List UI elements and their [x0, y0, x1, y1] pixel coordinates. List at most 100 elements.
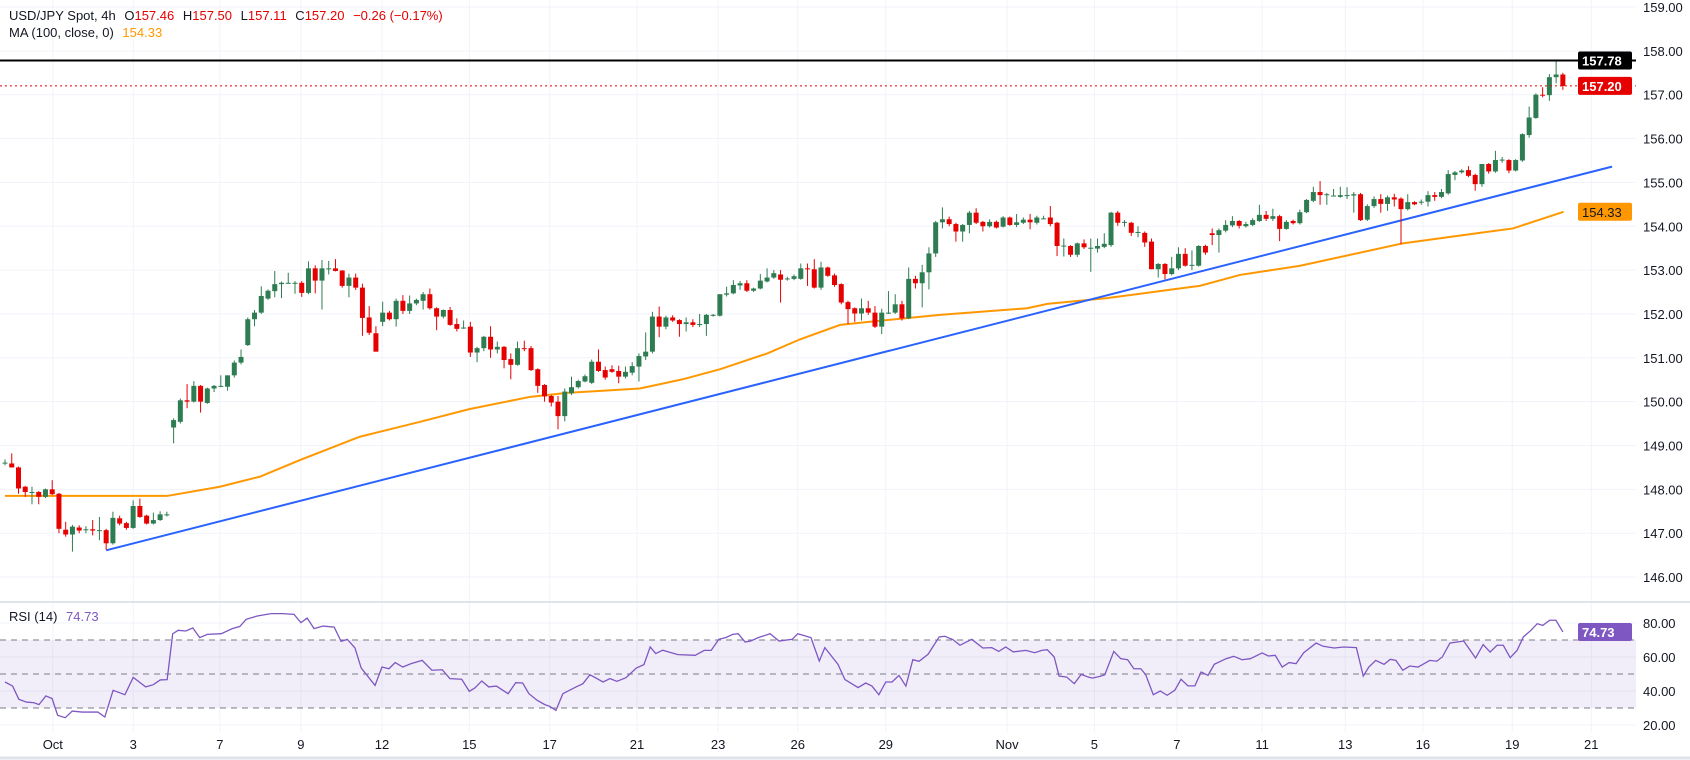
candle-down: [386, 310, 392, 321]
candle-body: [683, 322, 689, 325]
candle-body: [548, 395, 554, 403]
candle-body: [946, 219, 952, 225]
candle-body: [953, 224, 959, 232]
candle-body: [1398, 198, 1404, 210]
candle-body: [164, 514, 170, 516]
candle-body: [1465, 170, 1471, 176]
low-label: L: [240, 8, 248, 23]
candle-body: [326, 268, 332, 270]
candle-down: [602, 366, 608, 380]
time-tick-label: 5: [1091, 737, 1098, 752]
candle-body: [1492, 160, 1498, 172]
candle-up: [245, 317, 251, 346]
candle-down: [501, 345, 507, 369]
candle-down: [535, 368, 541, 393]
candle-up: [636, 353, 642, 382]
candle-body: [494, 346, 500, 350]
candle-up: [1229, 216, 1235, 228]
candle-up: [130, 500, 136, 529]
rsi-legend: RSI (14) 74.73: [9, 609, 104, 625]
candle-up: [1189, 250, 1195, 271]
candle-up: [1459, 169, 1465, 174]
candle-body: [845, 302, 851, 310]
candle-down: [137, 498, 143, 518]
candle-body: [602, 370, 608, 378]
candle-up: [150, 512, 156, 525]
close-value: 157.20: [304, 8, 345, 23]
candle-down: [973, 208, 979, 225]
rsi-tick-label: 80.00: [1643, 616, 1676, 631]
candle-body: [137, 506, 143, 517]
candle-body: [771, 273, 777, 278]
candle-body: [198, 385, 204, 402]
candle-up: [515, 341, 521, 366]
ma-price-tag-bg: [1578, 202, 1632, 221]
overlays: [5, 165, 1613, 552]
candle-down: [1358, 192, 1364, 221]
candle-body: [359, 287, 365, 318]
candle-body: [616, 370, 622, 377]
resistance-price-tag-bg: [1578, 51, 1632, 70]
candle-up: [461, 320, 467, 329]
candle-down: [1142, 231, 1148, 247]
candle-body: [1371, 199, 1377, 207]
candle-up: [966, 210, 972, 234]
candle-down: [912, 275, 918, 289]
candle-down: [15, 466, 21, 494]
candle-down: [1115, 210, 1121, 226]
candle-up: [494, 341, 500, 354]
candle-up: [285, 272, 291, 284]
candle-body: [1358, 194, 1364, 221]
candle-body: [1081, 243, 1087, 248]
candle-up: [582, 374, 588, 383]
candle-body: [461, 327, 467, 329]
candle-body: [332, 268, 338, 271]
candle-up: [258, 286, 264, 314]
rsi-label[interactable]: RSI (14): [9, 609, 58, 624]
candle-body: [1020, 219, 1026, 223]
candle-down: [9, 453, 15, 468]
candle-body: [1277, 216, 1283, 229]
ma-label[interactable]: MA (100, close, 0): [9, 25, 114, 40]
candle-down: [1007, 216, 1013, 226]
candle-body: [1499, 159, 1505, 161]
candle-body: [69, 526, 75, 535]
candle-body: [83, 529, 89, 531]
candle-body: [252, 312, 258, 320]
axes[interactable]: 146.00 147.00 148.00 149.00 150.00 151.00 152.…: [43, 0, 1683, 752]
price-tick-label: 159.00: [1643, 0, 1683, 15]
candle-body: [825, 267, 831, 276]
candle-up: [649, 311, 655, 354]
candle-up: [265, 289, 271, 300]
last-price-tag-bg: [1578, 76, 1632, 95]
candle-body: [778, 274, 784, 280]
candle-body: [1209, 233, 1215, 236]
candle-down: [1486, 163, 1492, 174]
candle-body: [1007, 217, 1013, 225]
candle-up: [29, 486, 35, 505]
high-label: H: [182, 8, 193, 23]
candle-body: [218, 385, 224, 387]
candle-down: [1027, 213, 1033, 230]
candle-down: [434, 307, 440, 331]
candle-up: [231, 360, 237, 378]
candle-body: [1324, 194, 1330, 196]
candle-up: [218, 375, 224, 388]
candle-body: [157, 514, 163, 521]
candle-body: [265, 290, 271, 299]
candle-body: [1331, 195, 1337, 197]
candle-body: [582, 376, 588, 382]
symbol-title[interactable]: USD/JPY Spot, 4h: [9, 8, 116, 23]
candle-body: [744, 283, 750, 291]
candle-up: [1155, 263, 1161, 278]
candle-down: [1081, 239, 1087, 250]
candle-body: [1560, 74, 1566, 86]
price-tick-label: 152.00: [1643, 307, 1683, 322]
candle-up: [440, 309, 446, 319]
candle-body: [832, 275, 838, 286]
candle-down: [838, 283, 844, 305]
candle-body: [238, 356, 244, 363]
candle-up: [191, 381, 197, 403]
